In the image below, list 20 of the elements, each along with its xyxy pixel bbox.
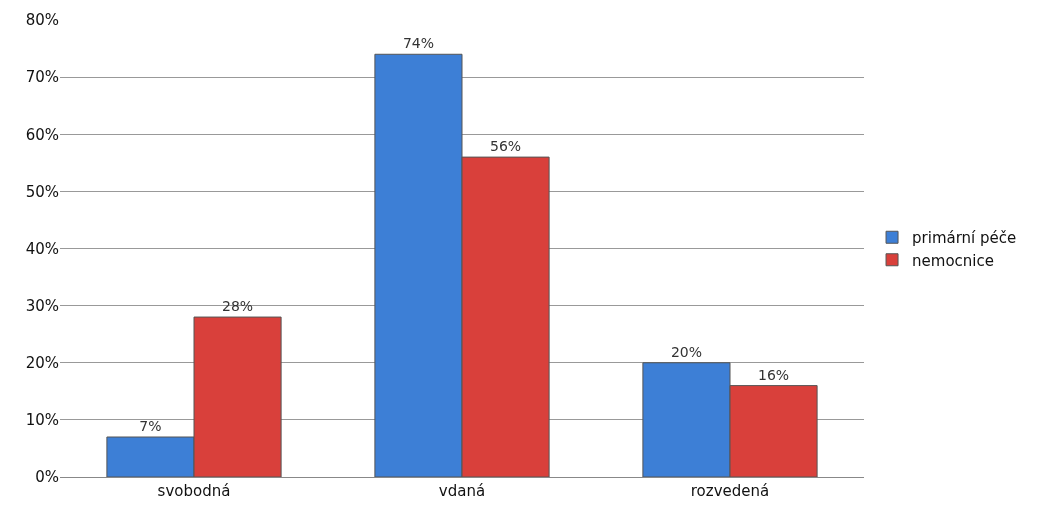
x-tick-label: rozvedená bbox=[690, 482, 770, 500]
data-label: 20% bbox=[670, 343, 703, 360]
data-label: 74% bbox=[402, 35, 435, 52]
legend-label: primární péče bbox=[912, 229, 1017, 248]
y-tick-label: 70% bbox=[25, 68, 59, 87]
x-tick-label: svobodná bbox=[157, 482, 231, 500]
data-label: 16% bbox=[757, 366, 790, 383]
data-label: 7% bbox=[139, 418, 162, 435]
y-tick-label: 30% bbox=[25, 296, 59, 315]
legend-label: nemocnice bbox=[912, 251, 994, 270]
y-tick-label: 80% bbox=[25, 11, 59, 30]
data-label: 28% bbox=[221, 298, 254, 315]
y-tick-label: 40% bbox=[25, 239, 59, 258]
x-tick-label: vdaná bbox=[438, 482, 486, 500]
data-label: 56% bbox=[489, 138, 522, 155]
y-tick-label: 20% bbox=[25, 354, 59, 372]
y-tick-label: 0% bbox=[35, 468, 59, 487]
y-tick-label: 60% bbox=[25, 125, 59, 144]
y-tick-label: 10% bbox=[25, 411, 59, 430]
y-tick-label: 50% bbox=[25, 182, 59, 201]
